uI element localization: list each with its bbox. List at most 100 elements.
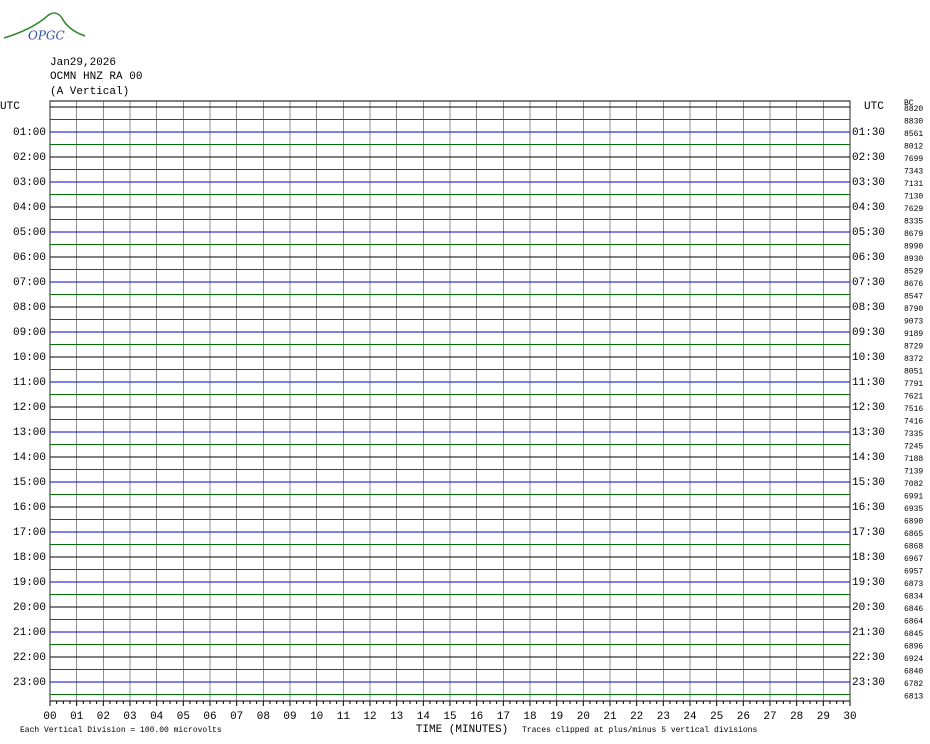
right-hour-label: 20:30 bbox=[852, 602, 885, 614]
x-tick-label: 22 bbox=[630, 711, 643, 723]
right-hour-label: 02:30 bbox=[852, 152, 885, 164]
x-tick-label: 15 bbox=[443, 711, 456, 723]
right-hour-label: 18:30 bbox=[852, 552, 885, 564]
x-tick-label: 05 bbox=[177, 711, 190, 723]
clip-value: 9189 bbox=[904, 330, 923, 339]
x-axis-title: TIME (MINUTES) bbox=[416, 724, 508, 736]
left-hour-label: 01:00 bbox=[13, 127, 46, 139]
right-hour-label: 16:30 bbox=[852, 502, 885, 514]
clip-value: 6865 bbox=[904, 530, 923, 539]
clip-value: 6868 bbox=[904, 543, 923, 552]
clip-value: 7416 bbox=[904, 418, 923, 427]
right-hour-label: 14:30 bbox=[852, 452, 885, 464]
clip-value: 6782 bbox=[904, 680, 923, 689]
clip-value: 6873 bbox=[904, 580, 923, 589]
scale-note: Each Vertical Division = 100.00 microvol… bbox=[20, 726, 222, 735]
clip-value: 6967 bbox=[904, 555, 923, 564]
right-hour-label: 13:30 bbox=[852, 427, 885, 439]
right-hour-label: 05:30 bbox=[852, 227, 885, 239]
clip-value: 8561 bbox=[904, 130, 923, 139]
clip-value: 7139 bbox=[904, 468, 923, 477]
x-tick-label: 17 bbox=[497, 711, 510, 723]
station: OCMN HNZ RA 00 bbox=[50, 71, 142, 83]
left-hour-label: 23:00 bbox=[13, 677, 46, 689]
x-tick-label: 24 bbox=[683, 711, 697, 723]
left-hour-label: 22:00 bbox=[13, 652, 46, 664]
x-tick-label: 18 bbox=[523, 711, 536, 723]
clip-value: 7188 bbox=[904, 455, 923, 464]
clip-value: 7082 bbox=[904, 480, 923, 489]
right-hour-label: 08:30 bbox=[852, 302, 885, 314]
x-tick-label: 16 bbox=[470, 711, 483, 723]
x-tick-label: 21 bbox=[603, 711, 617, 723]
right-hour-label: 22:30 bbox=[852, 652, 885, 664]
clip-value: 7699 bbox=[904, 155, 923, 164]
clip-value: 7130 bbox=[904, 193, 923, 202]
clip-value: 7343 bbox=[904, 168, 923, 177]
clip-value: 8830 bbox=[904, 118, 923, 127]
right-hour-label: 19:30 bbox=[852, 577, 885, 589]
left-hour-label: 13:00 bbox=[13, 427, 46, 439]
clip-value: 6991 bbox=[904, 493, 923, 502]
right-hour-label: 09:30 bbox=[852, 327, 885, 339]
clip-value: 8676 bbox=[904, 280, 923, 289]
left-hour-label: 04:00 bbox=[13, 202, 46, 214]
x-tick-label: 00 bbox=[43, 711, 56, 723]
x-tick-label: 10 bbox=[310, 711, 323, 723]
left-hour-label: 06:00 bbox=[13, 252, 46, 264]
clip-value: 8529 bbox=[904, 268, 923, 277]
right-hour-label: 23:30 bbox=[852, 677, 885, 689]
clip-value: 6896 bbox=[904, 643, 923, 652]
x-tick-label: 04 bbox=[150, 711, 164, 723]
left-hour-label: 03:00 bbox=[13, 177, 46, 189]
left-hour-label: 12:00 bbox=[13, 402, 46, 414]
clip-value: 6813 bbox=[904, 693, 923, 702]
clip-value: 8372 bbox=[904, 355, 923, 364]
left-hour-label: 10:00 bbox=[13, 352, 46, 364]
clip-value: 6840 bbox=[904, 668, 923, 677]
clip-value: 7335 bbox=[904, 430, 923, 439]
logo-mark bbox=[3, 12, 86, 39]
right-hour-label: 11:30 bbox=[852, 377, 885, 389]
x-tick-label: 20 bbox=[577, 711, 590, 723]
x-tick-label: 02 bbox=[97, 711, 110, 723]
x-tick-label: 01 bbox=[70, 711, 84, 723]
clip-value: 8679 bbox=[904, 230, 923, 239]
right-hour-label: 17:30 bbox=[852, 527, 885, 539]
right-hour-label: 06:30 bbox=[852, 252, 885, 264]
left-hour-label: 08:00 bbox=[13, 302, 46, 314]
left-axis-title: UTC bbox=[0, 101, 20, 113]
x-tick-label: 19 bbox=[550, 711, 563, 723]
left-hour-label: 17:00 bbox=[13, 527, 46, 539]
clip-value: 7621 bbox=[904, 393, 923, 402]
right-hour-label: 10:30 bbox=[852, 352, 885, 364]
left-hour-label: 14:00 bbox=[13, 452, 46, 464]
clip-value: 8012 bbox=[904, 143, 923, 152]
clip-value: 6834 bbox=[904, 593, 923, 602]
clip-value: 6864 bbox=[904, 618, 923, 627]
x-tick-label: 08 bbox=[257, 711, 270, 723]
logo-text: OPGC bbox=[28, 29, 65, 43]
left-hour-label: 02:00 bbox=[13, 152, 46, 164]
clip-title: BC bbox=[904, 99, 914, 108]
component: (A Vertical) bbox=[50, 86, 129, 98]
left-hour-label: 18:00 bbox=[13, 552, 46, 564]
right-hour-label: 01:30 bbox=[852, 127, 885, 139]
clip-value: 6846 bbox=[904, 605, 923, 614]
clip-value: 9073 bbox=[904, 318, 923, 327]
clip-value: 7131 bbox=[904, 180, 923, 189]
right-hour-label: 12:30 bbox=[852, 402, 885, 414]
left-hour-label: 20:00 bbox=[13, 602, 46, 614]
x-tick-label: 29 bbox=[817, 711, 830, 723]
left-hour-label: 11:00 bbox=[13, 377, 46, 389]
x-tick-label: 12 bbox=[363, 711, 376, 723]
clip-note: Traces clipped at plus/minus 5 vertical … bbox=[522, 726, 757, 735]
x-tick-label: 28 bbox=[790, 711, 803, 723]
x-tick-label: 11 bbox=[337, 711, 351, 723]
clip-value: 8051 bbox=[904, 368, 923, 377]
clip-value: 8820 bbox=[904, 105, 923, 114]
clip-value: 7629 bbox=[904, 205, 923, 214]
x-tick-label: 13 bbox=[390, 711, 403, 723]
x-tick-label: 06 bbox=[203, 711, 216, 723]
